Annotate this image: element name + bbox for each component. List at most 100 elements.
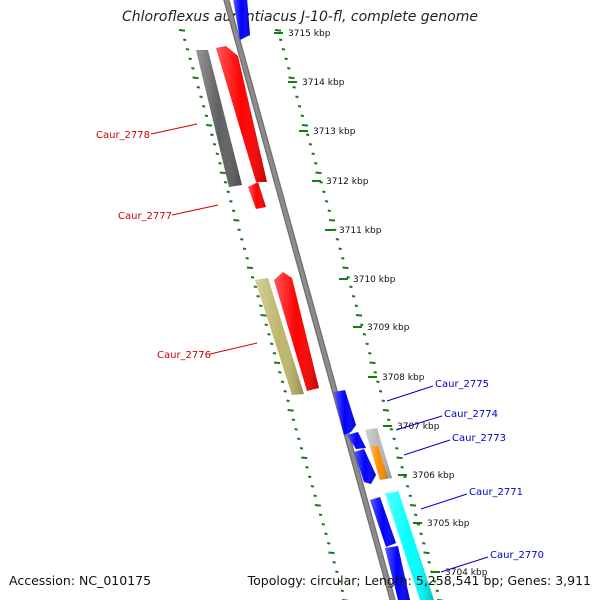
outer-tick-dash bbox=[335, 238, 340, 241]
gene-feature-shade bbox=[248, 182, 266, 209]
inner-tick-dash bbox=[196, 86, 200, 89]
scale-tick-label: 3715 kbp bbox=[288, 29, 331, 39]
inner-tick-dash bbox=[269, 342, 274, 346]
gene-feature-shade bbox=[233, 0, 250, 40]
inner-tick-dash bbox=[328, 551, 335, 555]
outer-tick-dash bbox=[322, 190, 326, 194]
outer-tick-dash bbox=[432, 580, 437, 583]
outer-tick-dash bbox=[408, 494, 412, 498]
inner-tick-dash bbox=[267, 333, 271, 336]
inner-tick-dash bbox=[264, 323, 268, 327]
outer-tick-dash bbox=[368, 352, 372, 355]
feature-track bbox=[196, 0, 434, 600]
inner-tick-dash bbox=[335, 570, 339, 574]
gene-label-leader bbox=[386, 385, 434, 402]
inner-tick-dash bbox=[256, 295, 260, 298]
gene-feature-shade bbox=[370, 446, 388, 480]
gene-label-leader bbox=[403, 439, 451, 456]
gene-labels: Caur_2778 Caur_2777 Caur_2776 Caur_2775 Caur… bbox=[96, 123, 544, 573]
outer-tick-dash bbox=[422, 542, 426, 545]
outer-tick-dash bbox=[300, 114, 304, 118]
outer-tick-dash bbox=[354, 304, 358, 308]
inner-tick-dash bbox=[313, 494, 317, 498]
gene-label: Caur_2773 bbox=[452, 433, 506, 444]
outer-tick-dash bbox=[311, 152, 315, 156]
backbone bbox=[224, 0, 395, 600]
gene-label-leader bbox=[209, 342, 258, 355]
inner-tick-dash bbox=[206, 124, 213, 127]
outer-tick-dash bbox=[382, 409, 390, 412]
outer-tick-dash bbox=[306, 133, 310, 137]
inner-tick-dash bbox=[204, 114, 209, 118]
inner-tick-dash bbox=[291, 418, 296, 422]
outer-tick-dash bbox=[389, 428, 394, 431]
scale-tick-label: 3707 kbp bbox=[397, 422, 440, 432]
inner-tick-dash bbox=[233, 219, 240, 222]
inner-tick-dash bbox=[280, 380, 285, 384]
inner-tick-dash bbox=[307, 475, 312, 479]
outer-tick-dash bbox=[416, 523, 421, 526]
inner-tick-dash bbox=[272, 352, 277, 355]
outer-tick-dash bbox=[346, 276, 350, 279]
inner-tick-dash bbox=[240, 238, 244, 241]
inner-tick-dash bbox=[226, 190, 230, 194]
gene-label: Caur_2770 bbox=[490, 550, 544, 561]
inner-tick-dash bbox=[215, 152, 220, 156]
outer-tick-dash bbox=[373, 371, 377, 374]
outer-tick-dash bbox=[301, 124, 309, 127]
outer-tick-dash bbox=[315, 171, 322, 175]
scale-tick-label: 3706 kbp bbox=[412, 471, 455, 481]
outer-tick-dash bbox=[376, 380, 380, 384]
outer-tick-dash bbox=[297, 105, 302, 108]
inner-tick-dash bbox=[183, 38, 187, 42]
inner-tick-dash bbox=[332, 561, 336, 564]
outer-tick-dash bbox=[387, 418, 391, 422]
inner-tick-dash bbox=[229, 200, 233, 203]
outer-tick-dash bbox=[381, 399, 385, 403]
outer-tick-dash bbox=[351, 295, 356, 298]
inner-tick-dash bbox=[324, 532, 328, 536]
outer-tick-dash bbox=[342, 266, 349, 270]
inner-tick-dash bbox=[218, 162, 222, 165]
outer-tick-dash bbox=[405, 485, 410, 488]
gene-feature-shade bbox=[370, 497, 396, 547]
scale-ticks: 3715 kbp 3714 kbp 3713 kbp 3712 kbp 3711 kbp… bbox=[274, 29, 488, 578]
inner-tick-dash bbox=[337, 580, 342, 583]
outer-tick-dash bbox=[327, 209, 331, 213]
gene-feature-shade bbox=[385, 490, 434, 600]
outer-tick-dash bbox=[319, 181, 323, 184]
inner-tick-dash bbox=[246, 266, 254, 270]
gene-label-leader bbox=[420, 493, 468, 510]
inner-tick-dash bbox=[273, 361, 281, 365]
inner-tick-dash bbox=[202, 105, 206, 108]
inner-tick-dash bbox=[199, 95, 203, 99]
scale-tick-label: 3710 kbp bbox=[353, 275, 396, 285]
outer-tick-dash bbox=[295, 95, 299, 99]
inner-tick-dash bbox=[321, 523, 325, 526]
scale-tick-label: 3705 kbp bbox=[427, 519, 470, 529]
inner-tick-dash bbox=[242, 247, 247, 251]
outer-tick-dash bbox=[395, 447, 399, 450]
outer-tick-dash bbox=[396, 456, 403, 460]
inner-tick-dash bbox=[191, 67, 195, 70]
outer-tick-dash bbox=[274, 29, 282, 32]
outer-tick-dash bbox=[392, 437, 396, 441]
gene-label-leader bbox=[440, 556, 489, 573]
outer-tick-dash bbox=[409, 504, 417, 507]
outer-tick-dash bbox=[435, 589, 439, 593]
outer-tick-dash bbox=[365, 342, 369, 346]
outer-tick-dash bbox=[328, 219, 336, 222]
inner-tick-dash bbox=[297, 437, 301, 441]
outer-tick-dash bbox=[423, 551, 430, 555]
gene-feature-shade bbox=[334, 390, 356, 435]
gene-label: Caur_2775 bbox=[435, 379, 489, 390]
inner-tick-dash bbox=[318, 513, 323, 517]
outer-tick-dash bbox=[369, 361, 376, 365]
backbone-group bbox=[223, 0, 396, 600]
outer-tick-dash bbox=[288, 76, 295, 80]
gene-label: Caur_2778 bbox=[96, 130, 150, 141]
outer-tick-dash bbox=[360, 323, 364, 327]
scale-tick-label: 3714 kbp bbox=[302, 78, 345, 88]
outer-tick-dash bbox=[403, 475, 407, 479]
